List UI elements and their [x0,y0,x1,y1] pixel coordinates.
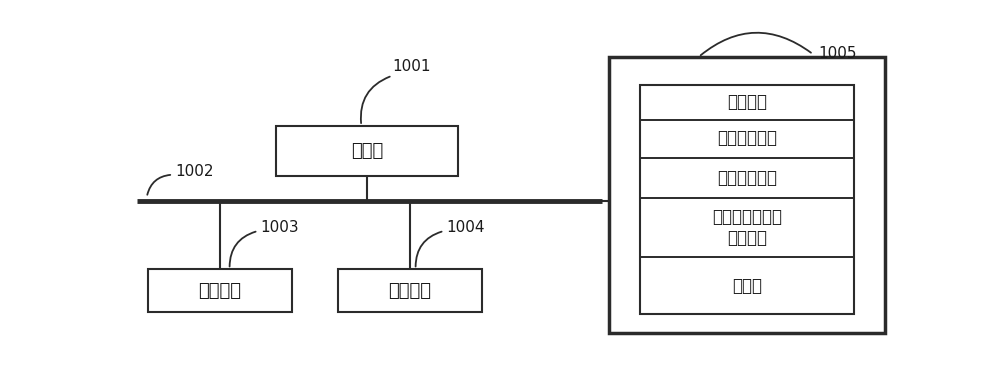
Text: 网络接口: 网络接口 [388,282,431,300]
Text: 用户接口模块: 用户接口模块 [717,169,777,187]
Text: 用户接口: 用户接口 [198,282,241,300]
Text: 操作系统: 操作系统 [727,93,767,111]
Text: 网络通信模块: 网络通信模块 [717,129,777,147]
Text: 1002: 1002 [175,164,214,179]
Bar [276,126,458,176]
Text: 存储器: 存储器 [732,276,762,295]
Bar [338,269,482,312]
Text: 1005: 1005 [819,46,857,61]
Text: 1003: 1003 [261,220,299,235]
Text: 1004: 1004 [447,220,485,235]
Bar [609,57,885,333]
Bar [640,84,854,314]
Text: 1001: 1001 [392,59,431,74]
Text: 基于角度的声场
重建程序: 基于角度的声场 重建程序 [712,208,782,247]
Bar [148,269,292,312]
Text: 处理器: 处理器 [351,142,383,160]
